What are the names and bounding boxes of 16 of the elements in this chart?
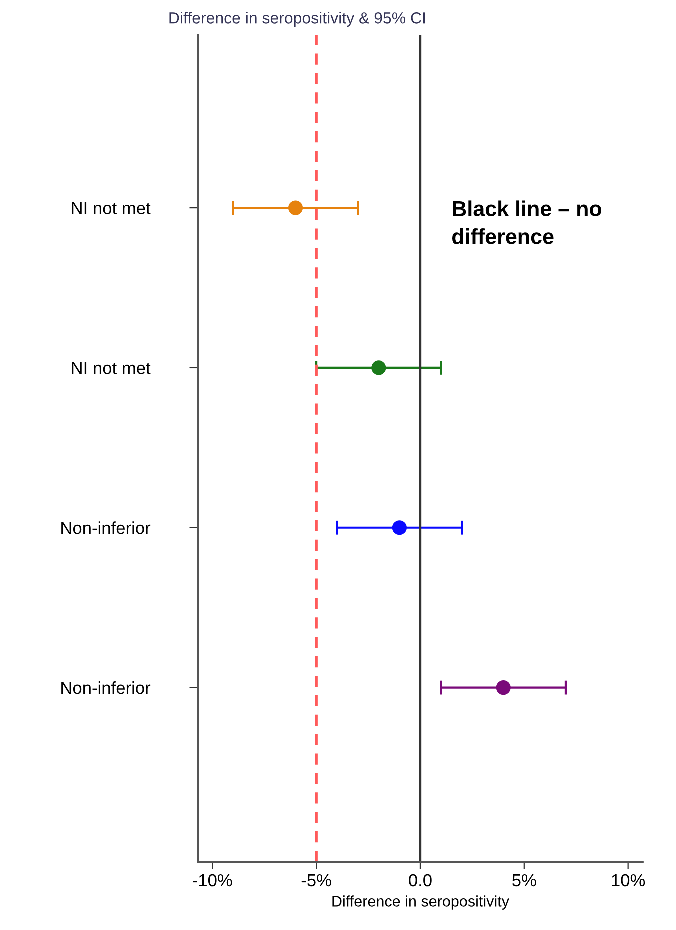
x-tick-label: -5% [302,874,332,887]
y-tick-label: NI not met [72,202,151,215]
y-tick-label: Non-inferior [62,682,151,694]
x-tick-label: 0.0 [409,874,432,887]
y-tick-label: NI not met [72,362,151,374]
y-tick-label: Non-inferior [62,522,151,534]
point [288,200,304,216]
x-tick-label: 5% [512,874,536,887]
x-tick-label: -10% [193,874,232,887]
point [392,520,407,536]
x-axis-title: Difference in seropositivity [332,896,510,910]
point [496,680,511,696]
annotation: Black line – no difference [452,200,602,244]
x-tick-label: 10% [612,874,646,887]
point [372,360,386,376]
chart-title: Difference in seropositivity & 95% CI [170,12,425,27]
